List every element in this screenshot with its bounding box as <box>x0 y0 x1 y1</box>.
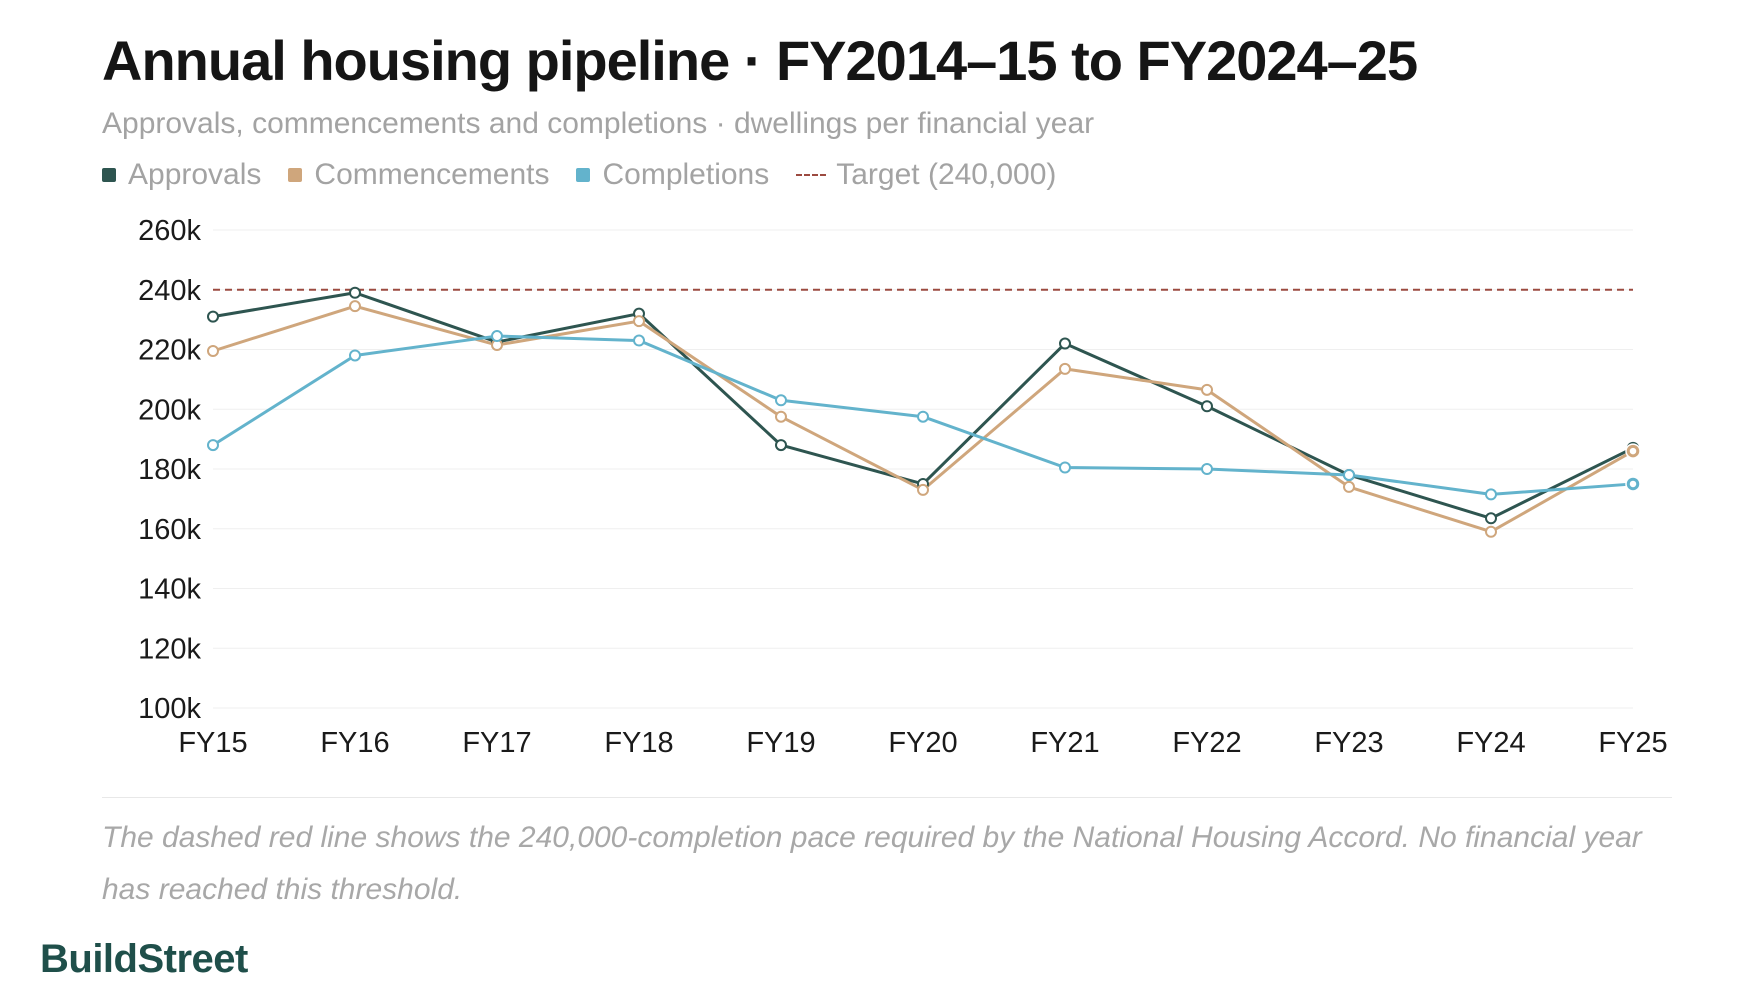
legend-item-approvals: Approvals <box>102 158 261 192</box>
legend-label-target: Target (240,000) <box>836 158 1057 191</box>
data-point-approvals <box>1485 512 1497 525</box>
legend-label-approvals: Approvals <box>128 158 262 191</box>
y-tick-label: 120k <box>138 633 201 665</box>
data-point-commencements <box>1201 383 1213 396</box>
brand-logo: BuildStreet <box>40 937 248 981</box>
data-point-commencements-inner <box>1628 446 1638 456</box>
legend-swatch-commencements <box>288 168 303 182</box>
data-point-completions <box>491 330 503 343</box>
data-point-commencements <box>1343 480 1355 493</box>
y-tick-label: 100k <box>138 693 201 725</box>
data-point-completions-inner <box>1628 479 1638 489</box>
x-tick-label: FY20 <box>888 727 957 759</box>
x-tick-label: FY18 <box>604 727 673 759</box>
legend-item-completions: Completions <box>576 158 769 192</box>
data-point-approvals <box>349 286 361 299</box>
legend-label-completions: Completions <box>602 158 770 191</box>
data-point-completions <box>775 394 787 407</box>
footnote-divider <box>102 797 1672 798</box>
axis-labels: 100k 120k 140k 160k 180k 200k 220k 240k 260k FY15… <box>138 215 1668 759</box>
x-tick-label: FY24 <box>1456 727 1525 759</box>
data-point-commencements <box>633 315 645 328</box>
footnote: The dashed red line shows the 240,000-co… <box>102 821 1642 906</box>
data-point-commencements <box>349 300 361 313</box>
data-point-commencements <box>1059 362 1071 375</box>
data-point-approvals <box>1059 337 1071 350</box>
x-tick-label: FY22 <box>1172 727 1241 759</box>
legend-item-target: Target (240,000) <box>796 158 1056 192</box>
data-point-completions <box>207 439 219 452</box>
data-point-commencements <box>207 344 219 357</box>
gridlines <box>213 229 1633 709</box>
line-chart: 100k 120k 140k 160k 180k 200k 220k 240k 260k FY15… <box>138 215 1668 759</box>
data-point-completions <box>1485 488 1497 501</box>
legend-item-commencements: Commencements <box>288 158 549 192</box>
x-tick-label: FY16 <box>320 727 389 759</box>
data-point-commencements <box>917 483 929 496</box>
data-point-completions <box>1201 463 1213 475</box>
x-tick-label: FY23 <box>1314 727 1383 759</box>
data-point-commencements <box>1485 525 1497 538</box>
data-point-completions <box>1343 468 1355 481</box>
data-point-approvals <box>207 310 219 323</box>
y-tick-label: 220k <box>138 335 201 367</box>
legend-swatch-target <box>796 174 827 176</box>
data-point-completions <box>349 349 361 362</box>
series-lines <box>207 286 1641 538</box>
data-point-approvals <box>775 439 787 452</box>
chart-title: Annual housing pipeline · FY2014–15 to F… <box>102 29 1418 92</box>
y-tick-label: 180k <box>138 454 201 486</box>
y-tick-label: 260k <box>138 215 201 247</box>
legend-swatch-approvals <box>102 168 116 182</box>
legend-label-commencements: Commencements <box>314 158 550 191</box>
x-tick-label: FY21 <box>1030 727 1099 759</box>
data-point-approvals <box>1201 400 1213 413</box>
y-tick-label: 200k <box>138 394 201 426</box>
legend-swatch-completions <box>576 168 591 182</box>
chart-subtitle: Approvals, commencements and completions… <box>102 107 1095 140</box>
x-tick-label: FY19 <box>746 727 815 759</box>
y-tick-label: 240k <box>138 275 201 307</box>
x-tick-label: FY25 <box>1598 727 1667 759</box>
y-tick-label: 160k <box>138 514 201 546</box>
data-point-completions <box>633 334 645 347</box>
chart-legend: Approvals Commencements Completions Targ… <box>102 158 1083 192</box>
y-tick-label: 140k <box>138 574 201 606</box>
data-point-completions <box>1059 461 1071 474</box>
data-point-completions <box>917 410 929 423</box>
x-tick-label: FY15 <box>178 727 247 759</box>
x-tick-label: FY17 <box>462 727 531 759</box>
data-point-commencements <box>775 410 787 423</box>
